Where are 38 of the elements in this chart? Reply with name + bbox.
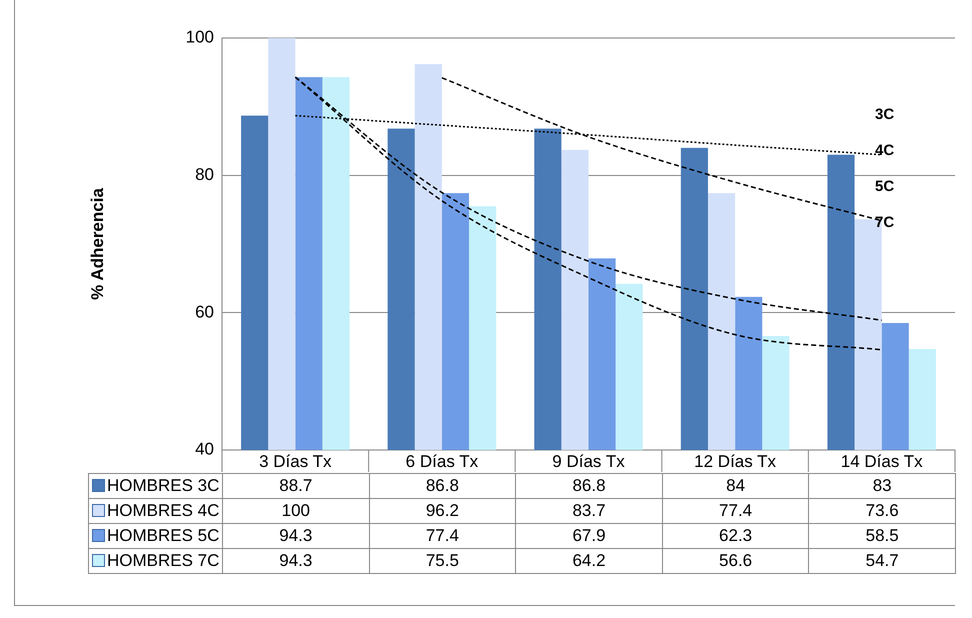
x-tick-label: 9 Días Tx — [552, 452, 626, 471]
data-label: 67.9 — [516, 524, 662, 548]
data-label: 56.6 — [662, 548, 809, 574]
data-label: 84 — [662, 474, 809, 498]
annotation: 7C — [875, 214, 894, 232]
legend-label: HOMBRES 4C — [88, 498, 222, 524]
data-label: 88.7 — [222, 474, 370, 498]
data-label: 86.8 — [516, 474, 662, 498]
x-tick-label: 14 Días Tx — [840, 452, 924, 471]
annotation: 4C — [875, 142, 894, 160]
data-label: 77.4 — [369, 524, 516, 548]
data-label: 62.3 — [662, 524, 809, 548]
data-label: 94.3 — [222, 548, 370, 574]
y-tick-label: 80 — [195, 165, 214, 184]
y-tick-label: 100 — [186, 28, 214, 47]
data-label: 94.3 — [222, 524, 370, 548]
data-label: 83.7 — [516, 498, 662, 524]
annotation: 5C — [875, 178, 894, 196]
x-tick-label: 6 Días Tx — [406, 452, 479, 471]
data-label: 100 — [222, 498, 370, 524]
legend-label: HOMBRES 7C — [88, 548, 222, 574]
data-label: 64.2 — [516, 548, 662, 574]
data-label: 58.5 — [808, 524, 956, 548]
data-label: 75.5 — [369, 548, 516, 574]
y-tick-label: 40 — [195, 440, 214, 459]
data-label: 77.4 — [662, 498, 809, 524]
data-label: 86.8 — [369, 474, 516, 498]
data-label: 54.7 — [808, 548, 956, 574]
x-tick-label: 12 Días Tx — [694, 452, 777, 471]
x-tick-label: 3 Días Tx — [259, 452, 332, 471]
annotation: 3C — [875, 106, 894, 124]
data-label: 96.2 — [369, 498, 516, 524]
y-tick-label: 60 — [195, 302, 214, 322]
legend-label: HOMBRES 3C — [88, 474, 222, 498]
legend-label: HOMBRES 5C — [88, 524, 222, 548]
data-label: 83 — [808, 474, 956, 498]
data-label: 73.6 — [808, 498, 956, 524]
y-axis-title: % Adherencia — [88, 188, 107, 300]
